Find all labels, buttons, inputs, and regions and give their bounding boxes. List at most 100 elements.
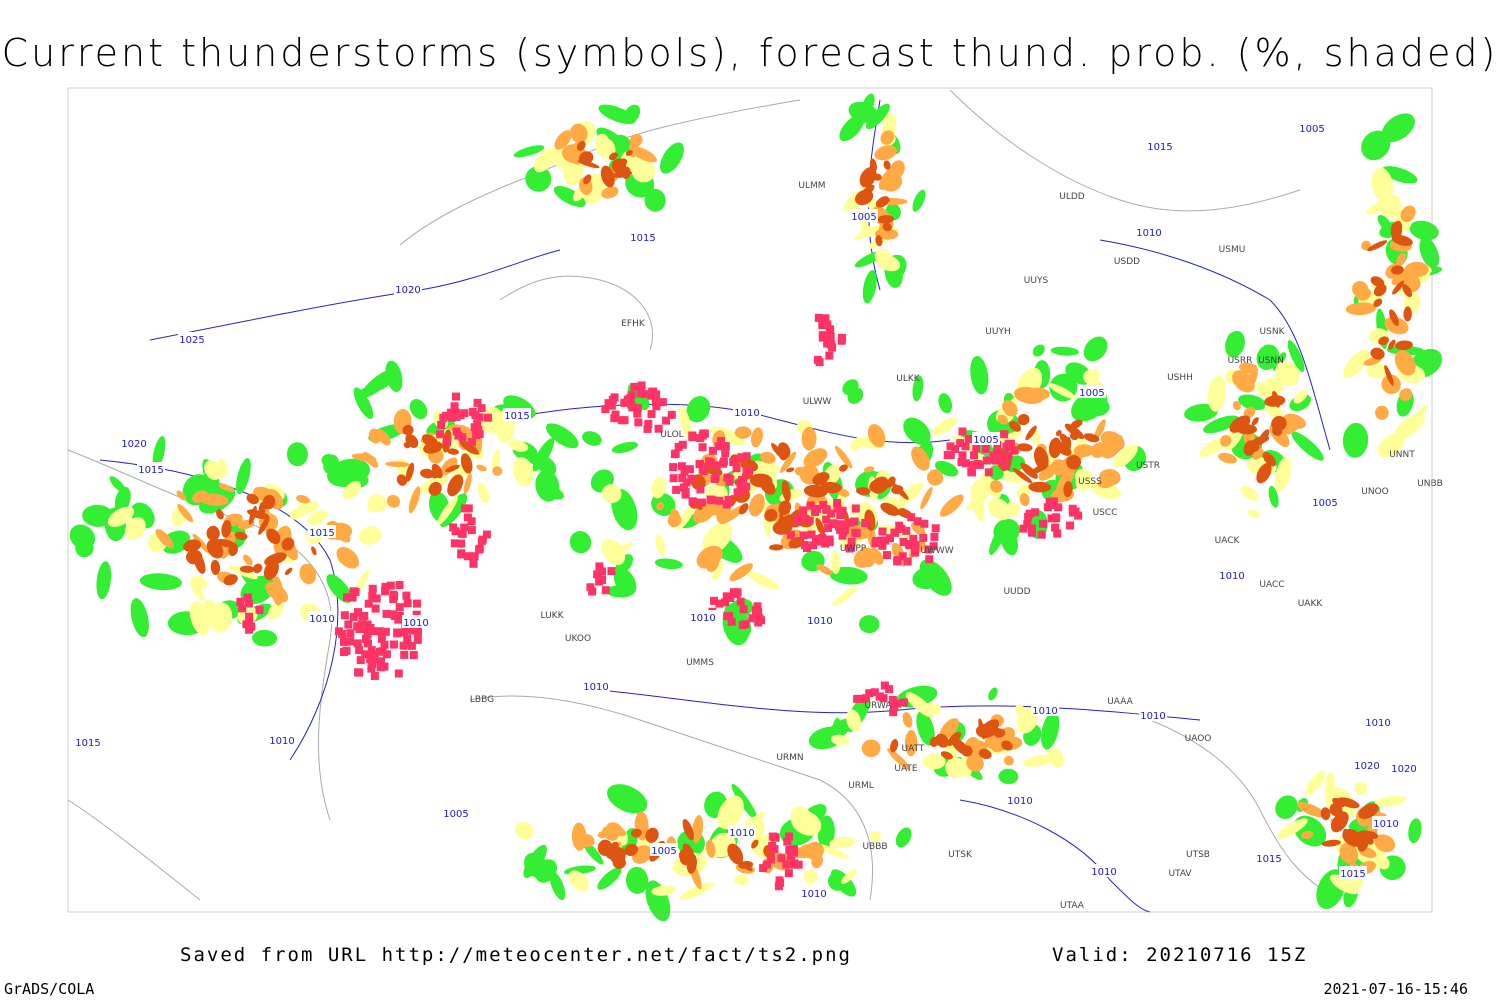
shade-cell: [114, 486, 131, 513]
storm-symbol: [607, 567, 616, 576]
station-code: UUYH: [985, 327, 1010, 337]
shade-cell: [606, 585, 635, 598]
shade-cell: [788, 537, 805, 549]
shade-cell: [206, 525, 220, 541]
shade-cell: [880, 502, 900, 516]
shade-cell: [568, 870, 589, 892]
storm-symbol: [1027, 524, 1036, 533]
shade-cell: [1207, 375, 1227, 412]
shade-cell: [629, 146, 657, 163]
shade-cell: [830, 550, 841, 575]
shade-cell: [206, 539, 224, 559]
shade-cell: [679, 852, 693, 866]
storm-symbol: [1051, 523, 1060, 532]
storm-symbol: [378, 647, 387, 656]
shade-cell: [841, 869, 857, 885]
storm-symbol: [470, 552, 479, 561]
storm-symbol: [633, 404, 642, 413]
storm-symbol: [356, 656, 365, 665]
storm-symbol: [729, 458, 738, 467]
shade-cell: [1016, 443, 1033, 452]
shade-cell: [859, 167, 877, 188]
station-code: UUYS: [1024, 276, 1049, 286]
shade-cell: [865, 103, 890, 130]
shade-cell: [734, 426, 752, 439]
storm-symbol: [822, 505, 831, 514]
storm-symbol: [468, 407, 477, 416]
storm-symbol: [403, 599, 412, 608]
shade-cell: [286, 442, 308, 467]
shade-cell: [832, 586, 858, 607]
isobar-label-box: [582, 679, 610, 692]
shade-cell: [919, 559, 952, 596]
storm-symbol: [598, 567, 607, 576]
storm-symbol: [395, 603, 404, 612]
isobar-label: 1010: [1032, 706, 1057, 717]
shade-cell: [794, 466, 806, 476]
storm-symbol: [695, 460, 704, 469]
storm-symbol: [413, 635, 422, 644]
shade-cell: [246, 493, 259, 505]
storm-symbol: [895, 521, 904, 530]
shade-cell: [1337, 797, 1360, 809]
storm-symbol: [714, 442, 723, 451]
shade-cell: [177, 504, 194, 523]
station-code: UBBB: [862, 842, 887, 852]
station-code: USRR: [1228, 356, 1253, 366]
shade-cell: [1419, 237, 1440, 269]
isobar-label: 1010: [1091, 867, 1116, 878]
storm-symbol: [697, 498, 706, 507]
shade-cell: [1370, 347, 1385, 360]
shade-cell: [998, 768, 1019, 785]
storm-symbol: [460, 504, 469, 513]
station-code: UTAV: [1168, 869, 1192, 879]
storm-symbol: [846, 518, 855, 527]
storm-symbol: [830, 520, 839, 529]
station-code: UATE: [894, 764, 918, 774]
storm-symbol: [902, 526, 911, 535]
shade-cell: [875, 234, 883, 247]
shade-cell: [912, 189, 926, 212]
map-labels: 1005 1015 1005 1015 1010 1020 1025 1015 1010 1005…: [74, 121, 1443, 911]
isobar-label: 1015: [75, 738, 100, 749]
isobar-label: 1015: [1147, 142, 1172, 153]
shade-cell: [916, 710, 935, 746]
storm-symbol: [1054, 503, 1063, 512]
shade-cell: [1366, 196, 1400, 215]
storm-symbol: [403, 639, 412, 648]
storm-symbol: [403, 634, 412, 643]
storm-symbol: [1028, 528, 1037, 537]
shade-cell: [263, 560, 279, 580]
storm-symbol: [1019, 524, 1028, 533]
storm-symbol: [671, 449, 680, 458]
storm-symbol: [450, 539, 459, 548]
storm-symbol: [667, 410, 676, 419]
storm-symbol: [710, 474, 719, 483]
storm-symbol: [888, 695, 897, 704]
storm-symbol: [906, 540, 915, 549]
storm-symbol: [601, 405, 610, 414]
storm-symbol: [413, 627, 422, 636]
shade-cell: [1247, 509, 1261, 518]
shade-cell: [847, 387, 864, 404]
shade-cell: [839, 114, 865, 142]
shade-cell: [927, 469, 944, 486]
storm-symbol: [885, 534, 894, 543]
shade-cell: [1394, 350, 1416, 376]
shade-cell: [645, 827, 659, 843]
station-code: ULWW: [803, 397, 832, 407]
storm-symbol: [377, 657, 386, 666]
storm-symbol: [708, 446, 717, 455]
shade-cell: [296, 495, 311, 504]
source-url: Saved from URL http://meteocenter.net/fa…: [180, 944, 852, 966]
storm-symbol: [361, 634, 370, 643]
shade-cell: [1403, 306, 1412, 322]
shade-cell: [337, 551, 349, 564]
shade-cell: [939, 494, 964, 517]
storm-symbol: [460, 409, 469, 418]
shade-cell: [492, 466, 503, 476]
isobar-label-box: [137, 462, 165, 475]
storm-symbol: [1031, 508, 1040, 517]
storm-symbol: [899, 538, 908, 547]
storm-symbol: [1049, 497, 1058, 506]
